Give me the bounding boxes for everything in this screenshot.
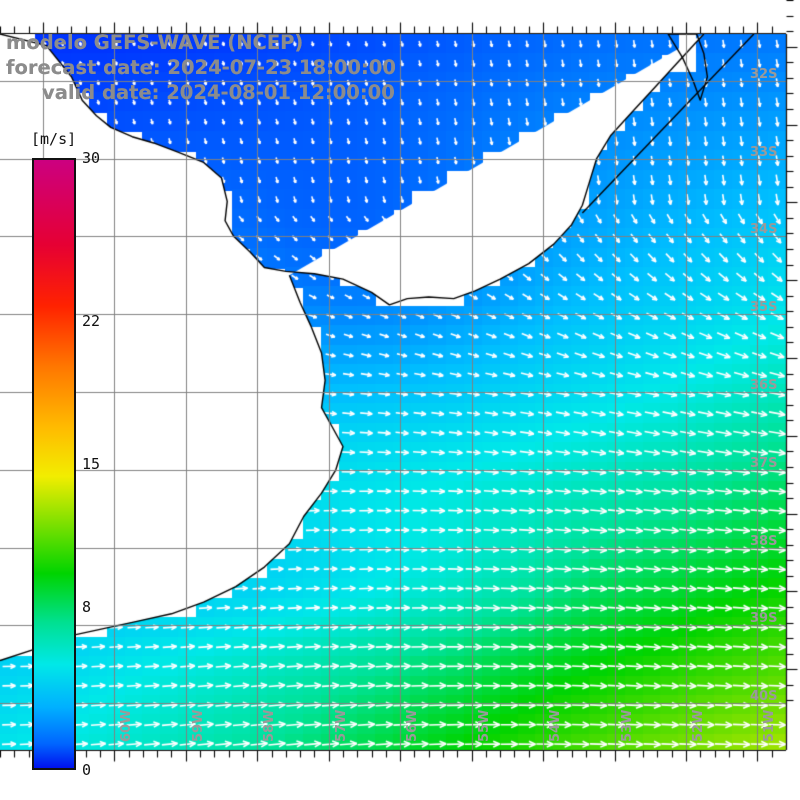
lat-tick-label: 37S: [750, 455, 778, 471]
lon-tick-label: 53W: [619, 709, 635, 742]
lat-tick-label: 34S: [750, 222, 778, 238]
lon-tick-label: 60W: [119, 709, 135, 742]
colorbar-tick-30: 30: [82, 149, 101, 167]
lon-tick-label: 57W: [333, 709, 349, 742]
lon-tick-label: 52W: [690, 709, 706, 742]
lon-tick-label: 55W: [476, 709, 492, 742]
map-plot-area: [0, 34, 786, 750]
colorbar-tick-15: 15: [82, 455, 101, 473]
lat-tick-label: 38S: [750, 533, 778, 549]
lat-tick-label: 32S: [750, 66, 778, 82]
map-title-block: modelo GEFS-WAVE (NCEP) forecast date: 2…: [0, 30, 520, 105]
colorbar-gradient: [32, 158, 76, 770]
model-name-line: modelo GEFS-WAVE (NCEP): [6, 31, 304, 54]
lon-tick-label: 51W: [762, 709, 778, 742]
lat-tick-label: 36S: [750, 378, 778, 393]
forecast-date-line: forecast date: 2024-07-23 18:00:00: [6, 56, 396, 79]
colorbar-tick-8: 8: [82, 597, 92, 616]
lat-tick-label: 39S: [750, 611, 778, 627]
lon-tick-label: 56W: [405, 709, 421, 742]
lat-tick-label: 40S: [750, 689, 778, 705]
lon-tick-label: 59W: [190, 709, 206, 742]
map-gridlines: [0, 34, 786, 750]
lat-tick-label: 35S: [750, 300, 778, 316]
colorbar-tick-22: 22: [82, 312, 101, 331]
colorbar-units-label: [m/s]: [31, 130, 77, 148]
lon-tick-label: 54W: [548, 709, 564, 742]
lon-tick-label: 58W: [262, 709, 278, 742]
colorbar-tick-0: 0: [82, 761, 92, 779]
lat-tick-label: 33S: [750, 144, 778, 160]
valid-date-line: valid date: 2024-08-01 12:00:00: [42, 81, 395, 104]
